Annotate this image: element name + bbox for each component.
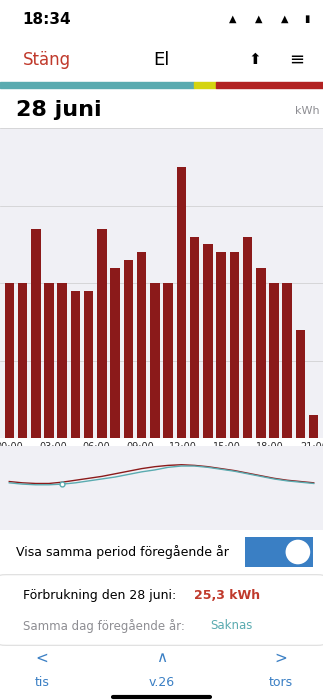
Text: ≡: ≡ bbox=[290, 51, 305, 69]
Bar bbox=[203, 244, 213, 438]
Bar bbox=[44, 283, 54, 438]
Bar bbox=[31, 229, 40, 438]
Text: ▲: ▲ bbox=[229, 14, 236, 24]
Text: v.26: v.26 bbox=[149, 676, 174, 690]
Legend: 28 Juni 2023: 28 Juni 2023 bbox=[243, 475, 321, 484]
Text: tors: tors bbox=[269, 676, 293, 690]
Bar bbox=[124, 260, 133, 438]
Bar bbox=[269, 283, 279, 438]
Bar bbox=[0, 82, 194, 88]
Bar bbox=[18, 283, 27, 438]
Bar bbox=[137, 252, 146, 438]
Bar bbox=[190, 237, 199, 438]
Bar bbox=[216, 82, 323, 88]
Bar bbox=[243, 237, 252, 438]
Text: 25,3 kWh: 25,3 kWh bbox=[194, 589, 260, 602]
Bar bbox=[84, 290, 93, 438]
Bar bbox=[57, 283, 67, 438]
Bar bbox=[296, 330, 305, 438]
Text: tis: tis bbox=[35, 676, 49, 690]
Bar bbox=[230, 252, 239, 438]
Bar bbox=[110, 267, 120, 438]
Text: ⬆: ⬆ bbox=[249, 52, 262, 67]
Text: ∧: ∧ bbox=[156, 650, 167, 666]
Bar bbox=[97, 229, 107, 438]
Bar bbox=[150, 283, 160, 438]
Text: Samma dag föregående år:: Samma dag föregående år: bbox=[23, 619, 184, 633]
Bar bbox=[5, 283, 14, 438]
Text: ▲: ▲ bbox=[255, 14, 262, 24]
Text: kWh: kWh bbox=[295, 106, 320, 116]
Bar bbox=[163, 283, 173, 438]
Text: Visa samma period föregående år: Visa samma period föregående år bbox=[16, 545, 229, 559]
Bar bbox=[71, 290, 80, 438]
Text: <: < bbox=[36, 650, 48, 666]
Text: 18:34: 18:34 bbox=[23, 11, 71, 27]
FancyBboxPatch shape bbox=[0, 575, 323, 645]
Text: Stäng: Stäng bbox=[23, 51, 71, 69]
Bar bbox=[256, 267, 266, 438]
Text: Förbrukning den 28 juni:: Förbrukning den 28 juni: bbox=[23, 589, 176, 602]
Text: Saknas: Saknas bbox=[210, 620, 252, 632]
Bar bbox=[309, 414, 318, 438]
Bar bbox=[283, 283, 292, 438]
Text: ▮: ▮ bbox=[304, 14, 309, 24]
Text: El: El bbox=[153, 51, 170, 69]
Bar bbox=[216, 252, 226, 438]
Bar bbox=[194, 82, 216, 88]
Text: ▲: ▲ bbox=[280, 14, 288, 24]
Text: >: > bbox=[275, 650, 287, 666]
Text: 28 juni: 28 juni bbox=[16, 100, 102, 120]
Bar bbox=[177, 167, 186, 438]
